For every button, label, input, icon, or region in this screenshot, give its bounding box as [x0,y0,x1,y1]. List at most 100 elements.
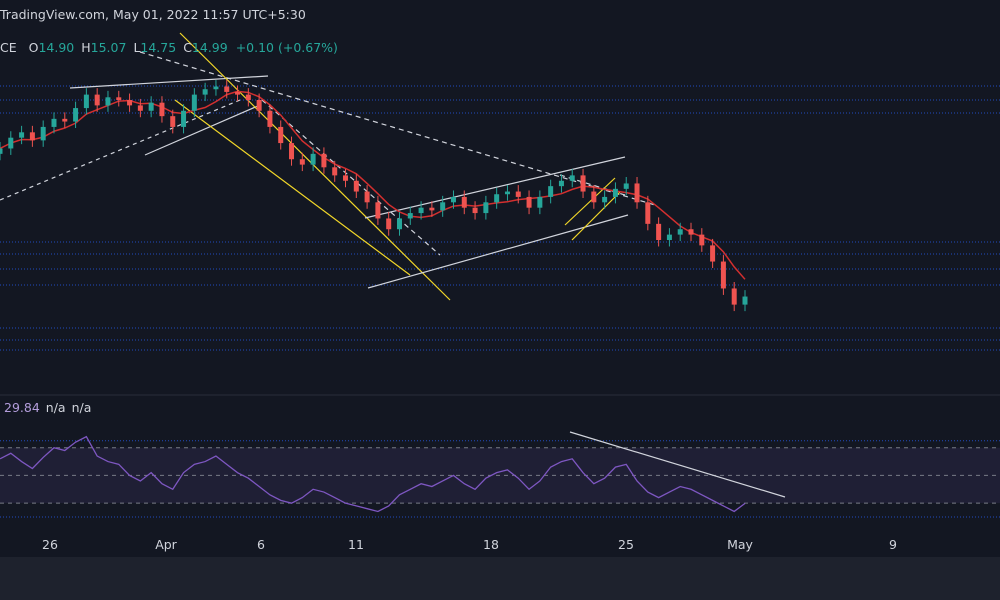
rsi-line [0,435,746,513]
candle-body [612,188,618,197]
x-tick-label: Apr [155,537,177,552]
x-tick-label: 9 [889,537,897,552]
candle-body [623,183,629,189]
candle-body [0,148,3,154]
candle [8,131,14,155]
candle-body [213,86,219,90]
rsi-legend: 29.84 n/a n/a [4,400,91,415]
candle-body [720,261,726,289]
candle-body [375,202,381,219]
candle [83,88,89,115]
candle-body [73,108,79,122]
candle-body [656,223,662,240]
candle-body [267,110,273,127]
candle-body [364,191,370,203]
candle-body [29,132,35,141]
candle-body [742,296,748,305]
candle-body [40,126,46,141]
candle-body [537,196,543,208]
candle-body [504,191,510,195]
candle [623,177,629,196]
moving-average-line [0,90,746,280]
trend-line [571,191,621,241]
candle [159,96,165,123]
candle [332,160,338,182]
candle-body [310,153,316,165]
candle-body [386,218,392,230]
trend-line [0,99,241,201]
candle [256,93,262,118]
candle [353,174,359,198]
high-label: H [81,40,91,55]
candle [235,85,241,102]
candle-body [569,175,575,181]
candle-body [558,180,564,187]
rsi-na-1: n/a [45,400,66,415]
candle [62,112,68,128]
trend-line [179,32,451,301]
trend-line [261,99,441,256]
trend-drawings [0,32,656,301]
candle [51,112,57,134]
high-value: 15.07 [90,40,127,55]
candle-body [278,126,284,144]
candle-body [666,234,672,240]
candle-body [343,175,349,181]
symbol-suffix: CE [0,40,17,55]
candle-body [418,207,424,214]
candle-body [580,175,586,192]
candle-body [710,245,716,262]
x-tick-label: May [727,537,753,552]
candle-body [353,180,359,192]
candle-body [494,194,500,203]
candle [418,201,424,220]
close-value: 14.99 [191,40,228,55]
candle-body [699,234,705,246]
candle-body [105,97,111,106]
candle [364,185,370,209]
candle-body [515,191,521,197]
candle [375,195,381,225]
candle [40,120,46,147]
candle [537,190,543,215]
candle [73,101,79,128]
candle-body [148,102,154,111]
candle-body [94,94,100,106]
candle [494,187,500,209]
candle [29,125,35,147]
candle-body [602,196,608,203]
candle [450,190,456,209]
candle-body [224,86,230,92]
candle [94,88,100,112]
candle-body [440,202,446,211]
x-tick-label: 25 [618,537,634,552]
trend-line [144,104,261,156]
rsi-level-lines [0,440,1000,518]
candle [278,120,284,150]
candle [656,217,662,247]
time-axis[interactable]: 26 Apr 6 11 18 25 May 9 [0,527,1000,557]
candle [699,228,705,252]
candle [569,168,575,188]
candle-body [591,191,597,203]
open-label: O [28,40,39,55]
candle [677,222,683,242]
candle [321,147,327,174]
rsi-na-2: n/a [71,400,92,415]
x-tick-label: 11 [348,537,364,552]
candle [0,142,3,161]
candle [688,222,694,242]
candle [731,282,737,312]
candle-body [688,229,694,235]
x-tick-label: 18 [483,537,499,552]
candle [645,195,651,231]
candle [213,80,219,96]
candle [407,206,413,225]
horizontal-levels [0,85,1000,351]
candle [710,238,716,268]
candle [504,185,510,201]
candle [429,201,435,217]
candle [181,104,187,134]
candle-body [321,153,327,168]
